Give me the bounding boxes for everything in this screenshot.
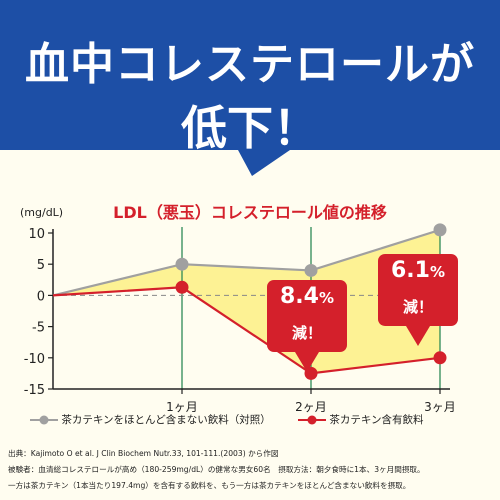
legend-control-marker [30,415,58,425]
callout-arrow [406,326,430,346]
headline-line-1: 血中コレステロールが [25,39,475,90]
x-tick-label: 3ヶ月 [424,400,456,414]
footnote-source: 出典：Kajimoto O et al. J Clin Biochem Nutr… [8,449,279,458]
y-tick-label: 10 [28,227,45,242]
callout-2-months: 8.4% 減！ [267,280,347,372]
callout-percent: 8.4 [279,284,319,309]
control-series-line [52,228,441,297]
x-tick-label: 1ヶ月 [166,400,198,414]
chart-title: LDL（悪玉）コレステロール値の推移 [113,203,387,222]
legend-control-label: 茶カテキンをほとんど含まない飲料（対照） [61,414,271,426]
callout-3-months: 6.1% 減！ [378,254,458,346]
callout-percent-unit: % [318,289,334,307]
control-data-point [304,263,318,277]
callout-percent-unit: % [429,263,445,281]
y-tick-label: -5 [32,321,45,336]
headline-banner [0,0,500,176]
y-tick-label: -10 [24,352,45,367]
footnotes: 出典：Kajimoto O et al. J Clin Biochem Nutr… [8,446,494,494]
legend-catechin-marker [298,415,326,425]
x-tick-label: 2ヶ月 [295,400,327,414]
control-data-point [433,223,447,237]
catechin-data-point [433,351,447,365]
y-unit-label: (mg/dL) [20,206,63,219]
callout-text: 減！ [291,324,322,342]
legend-catechin: 茶カテキン含有飲料 [298,412,424,427]
y-tick-label: -15 [24,383,45,398]
callout-text: 減！ [402,298,433,316]
catechin-series-line [52,286,441,375]
y-tick-label: 0 [37,289,45,304]
headline-line-2: 低下！ [181,101,319,155]
footnote-subjects: 被験者：血清総コレステロールが高め（180-259mg/dL）の健常な男女60名… [8,465,425,474]
callout-percent: 6.1 [390,258,430,283]
footnote-method: 一方は茶カテキン（1本当たり197.4mg）を含有する飲料を、もう一方は茶カテキ… [8,481,411,490]
legend-control: 茶カテキンをほとんど含まない飲料（対照） [30,412,271,427]
legend-catechin-label: 茶カテキン含有飲料 [329,414,424,426]
callout-arrow [295,352,319,372]
y-tick-label: 5 [37,258,45,273]
catechin-data-point [175,280,189,294]
control-data-point [175,257,189,271]
